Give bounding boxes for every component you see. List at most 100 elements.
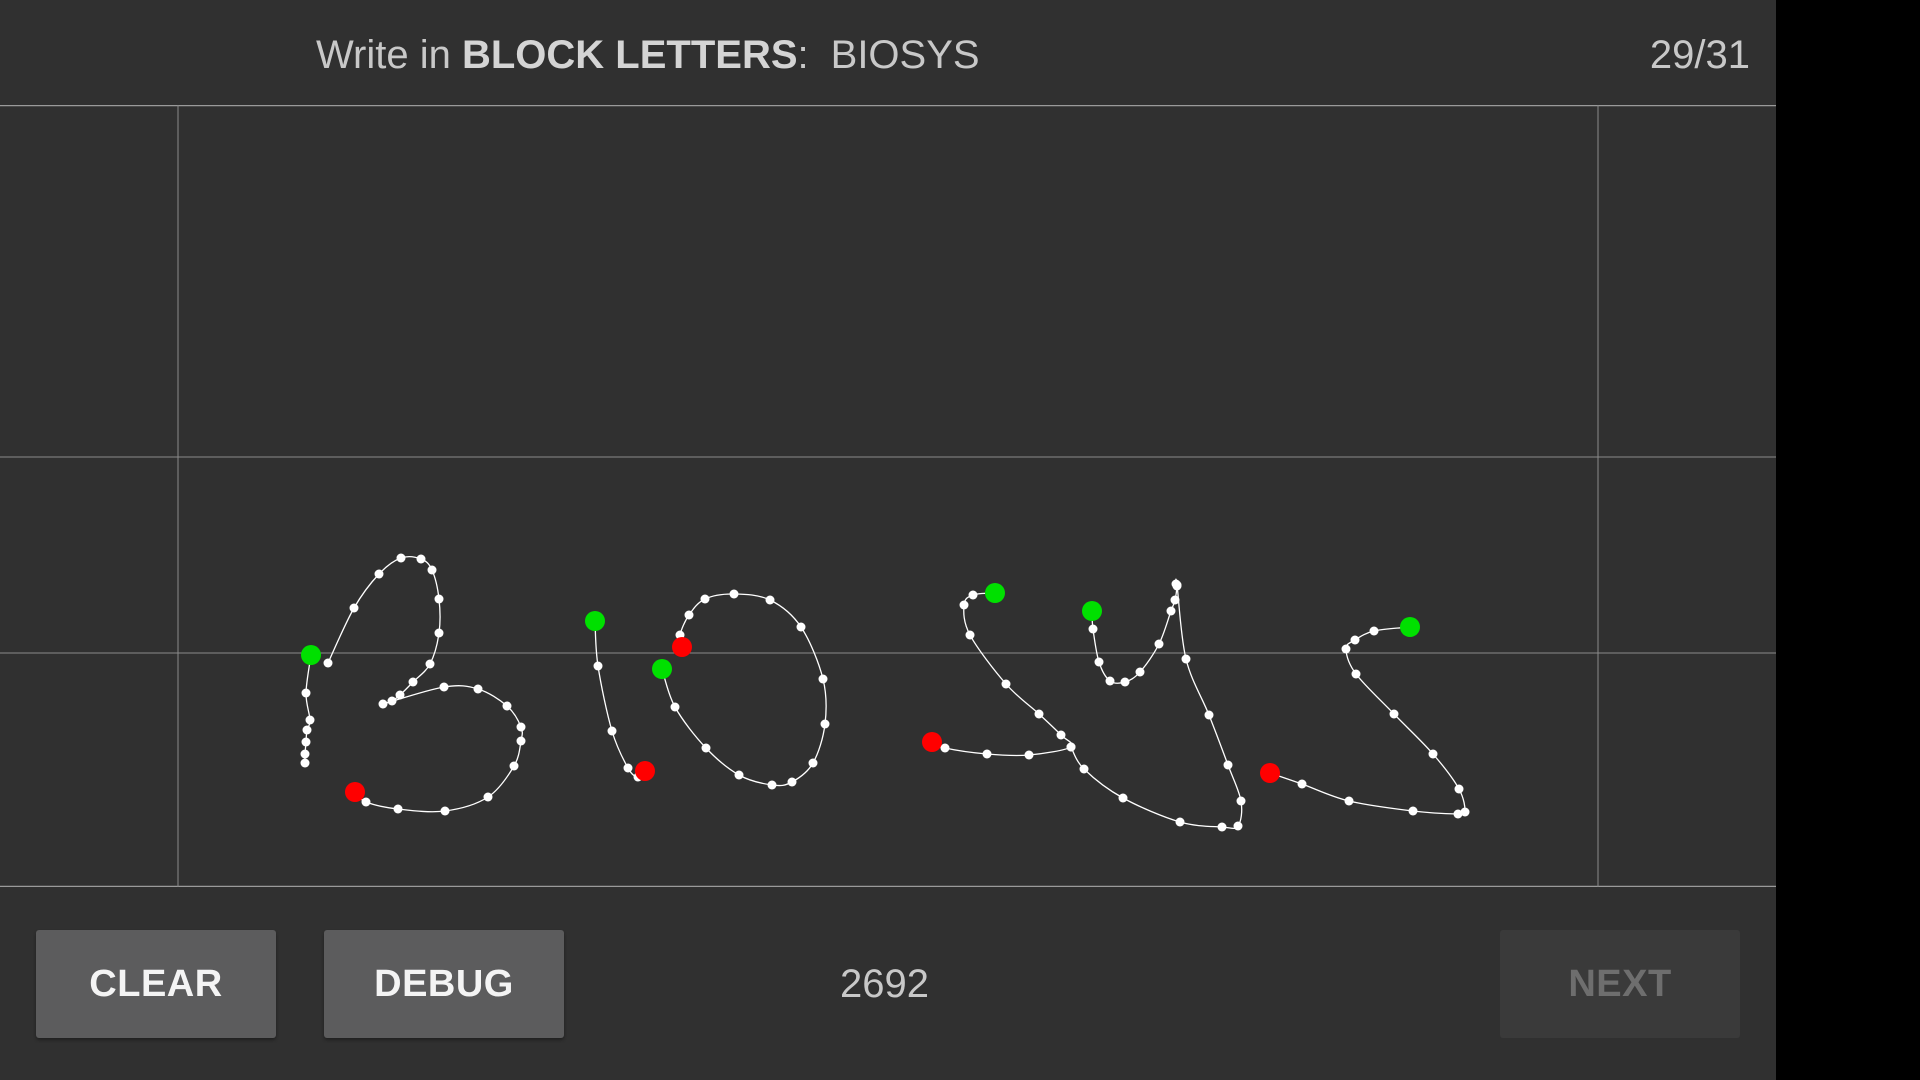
sample-point: [1341, 644, 1351, 654]
sample-point: [427, 565, 437, 575]
debug-button[interactable]: DEBUG: [324, 930, 564, 1038]
stroke-b-stem: [300, 645, 321, 768]
footer: CLEAR DEBUG 2692 NEXT: [0, 887, 1776, 1080]
sample-point: [765, 595, 775, 605]
stroke-start-marker: [985, 583, 1005, 603]
sample-point: [1233, 821, 1243, 831]
sample-point: [1460, 807, 1470, 817]
prompt: Write in BLOCK LETTERS: BIOSYS: [316, 30, 980, 80]
sample-point: [300, 758, 310, 768]
sample-point: [300, 749, 310, 759]
sample-point: [1344, 796, 1354, 806]
sample-point: [1389, 709, 1399, 719]
ink-surface[interactable]: [0, 105, 1776, 887]
sample-point: [473, 684, 483, 694]
sample-point: [1217, 822, 1227, 832]
sample-point: [1428, 749, 1438, 759]
sample-point: [483, 792, 493, 802]
sample-point: [796, 622, 806, 632]
sample-point: [516, 736, 526, 746]
sample-point: [965, 630, 975, 640]
sample-point: [684, 610, 694, 620]
sample-point: [1154, 639, 1164, 649]
sample-point: [509, 761, 519, 771]
sample-point: [767, 780, 777, 790]
sample-point: [787, 777, 797, 787]
clear-button[interactable]: CLEAR: [36, 930, 276, 1038]
sample-point: [393, 804, 403, 814]
system-nav-bar: [1776, 0, 1920, 1080]
sample-point: [1297, 779, 1307, 789]
sample-point: [959, 600, 969, 610]
drawing-canvas[interactable]: [0, 105, 1776, 887]
sample-point: [1170, 595, 1180, 605]
sample-point: [1135, 667, 1145, 677]
sample-point: [593, 661, 603, 671]
sample-point: [1066, 742, 1076, 752]
header: Write in BLOCK LETTERS: BIOSYS 29/31: [0, 0, 1776, 105]
sample-point: [1408, 806, 1418, 816]
sample-point: [808, 758, 818, 768]
stroke-start-marker: [652, 659, 672, 679]
stroke-s-stroke: [922, 583, 1076, 760]
sample-point: [734, 770, 744, 780]
sample-point: [434, 628, 444, 638]
sample-point: [1453, 809, 1463, 819]
stroke-path: [661, 593, 827, 787]
sample-point: [1204, 710, 1214, 720]
sample-point: [729, 589, 739, 599]
stroke-end-marker: [922, 732, 942, 752]
stroke-start-marker: [301, 645, 321, 665]
sample-point: [1034, 709, 1044, 719]
sample-point: [516, 722, 526, 732]
prompt-emphasis: BLOCK LETTERS: [461, 33, 798, 77]
stroke-path: [594, 620, 646, 778]
strokes-layer: [300, 553, 1470, 832]
stroke-start-marker: [1082, 601, 1102, 621]
sample-point: [349, 603, 359, 613]
sample-point: [982, 749, 992, 759]
sample-point: [1079, 764, 1089, 774]
stroke-end-marker: [672, 637, 692, 657]
sample-point: [820, 719, 830, 729]
stroke-b-loop: [323, 553, 526, 816]
sample-point: [1350, 635, 1360, 645]
stroke-path: [931, 592, 1074, 757]
sample-point: [1094, 657, 1104, 667]
stroke-path: [304, 654, 312, 764]
sample-point: [1024, 750, 1034, 760]
prompt-colon: :: [797, 33, 809, 77]
sample-point: [1001, 679, 1011, 689]
stroke-end-marker: [635, 761, 655, 781]
sample-point: [1454, 784, 1464, 794]
sample-point: [1175, 817, 1185, 827]
sample-point: [301, 688, 311, 698]
stroke-s2-stroke: [1260, 617, 1470, 819]
target-word: BIOSYS: [830, 33, 980, 77]
sample-point: [502, 701, 512, 711]
sample-point: [374, 569, 384, 579]
sample-point: [1223, 760, 1233, 770]
sample-point: [1105, 676, 1115, 686]
stroke-path: [1070, 578, 1243, 830]
sample-point: [1118, 793, 1128, 803]
sample-point: [1056, 730, 1066, 740]
sample-point: [425, 659, 435, 669]
sample-point: [408, 677, 418, 687]
sample-point: [301, 737, 311, 747]
prompt-prefix: Write in: [316, 33, 462, 77]
next-button[interactable]: NEXT: [1500, 930, 1740, 1038]
sample-point: [302, 725, 312, 735]
sample-point: [439, 682, 449, 692]
stroke-start-marker: [1400, 617, 1420, 637]
sample-point: [416, 554, 426, 564]
sample-point: [1172, 580, 1182, 590]
sample-point: [623, 763, 633, 773]
stroke-y-stroke: [1066, 578, 1246, 832]
sample-point: [1166, 606, 1176, 616]
sample-point: [323, 658, 333, 668]
score-value: 2692: [840, 962, 929, 1006]
sample-point: [361, 797, 371, 807]
progress-counter: 29/31: [1649, 33, 1750, 77]
sample-point: [305, 715, 315, 725]
